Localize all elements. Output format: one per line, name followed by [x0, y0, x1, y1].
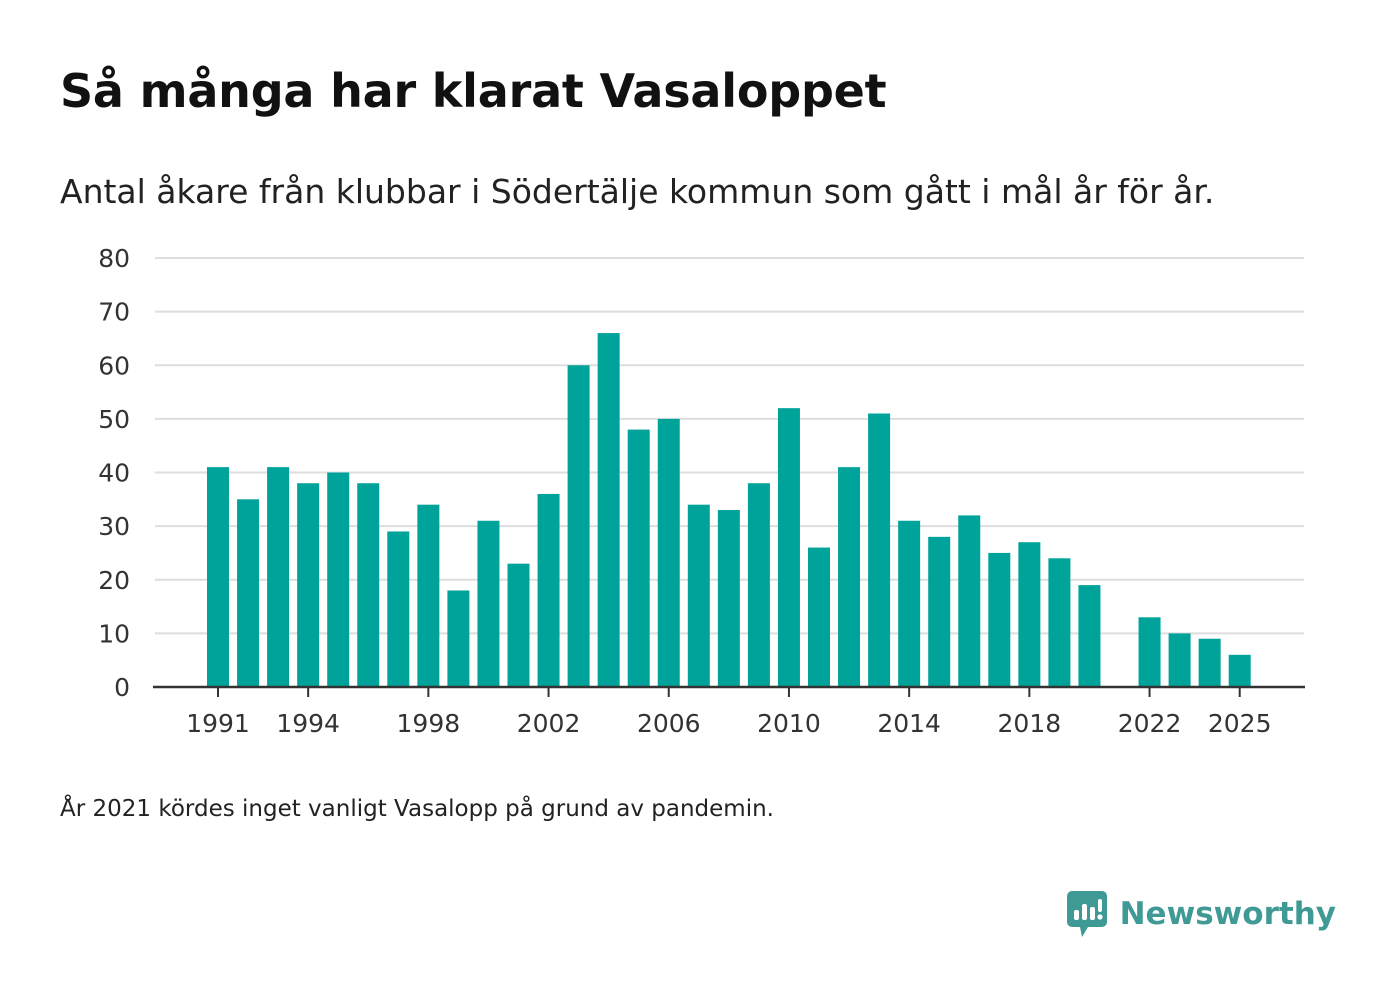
x-tick-label: 1994	[276, 709, 340, 738]
bar-2023	[1168, 633, 1191, 687]
bar-1996	[357, 483, 380, 687]
brand-name: Newsworthy	[1119, 896, 1336, 932]
bar-2011	[808, 547, 830, 687]
bar-1991	[207, 467, 229, 687]
bar-2008	[717, 510, 740, 687]
bar-1992	[237, 499, 260, 687]
y-tick-label: 80	[98, 244, 130, 273]
bar-1998	[417, 504, 440, 687]
bar-2003	[567, 365, 590, 687]
bar-2005	[627, 429, 650, 687]
y-tick-label: 70	[98, 298, 130, 327]
bar-1994	[297, 483, 320, 687]
bar-2025	[1228, 654, 1251, 687]
bar-2001	[507, 563, 530, 687]
y-tick-label: 20	[98, 566, 130, 595]
x-tick-label: 2002	[517, 709, 581, 738]
x-tick-label: 2006	[637, 709, 701, 738]
x-tick-label: 2014	[877, 709, 941, 738]
bar-2010	[777, 408, 800, 687]
bar-2020	[1078, 585, 1101, 687]
bar-2022	[1138, 617, 1161, 687]
chart-subtitle: Antal åkare från klubbar i Södertälje ko…	[60, 172, 1215, 211]
bar-2007	[687, 504, 710, 687]
bar-2024	[1198, 638, 1221, 687]
x-tick-label: 1998	[397, 709, 461, 738]
x-tick-label: 2018	[998, 709, 1062, 738]
bar-2012	[838, 467, 861, 687]
y-tick-label: 40	[98, 459, 130, 488]
bar-2006	[657, 418, 680, 687]
newsworthy-logo-icon	[1066, 891, 1107, 937]
bar-1997	[387, 531, 410, 687]
bar-2016	[958, 515, 981, 687]
bars	[207, 333, 1251, 687]
bar-2019	[1048, 558, 1071, 687]
x-tick-label: 1991	[186, 709, 250, 738]
brand-logo: Newsworthy	[1066, 890, 1336, 938]
bar-2002	[537, 493, 560, 687]
bar-2017	[988, 552, 1011, 687]
bar-1995	[327, 472, 350, 687]
y-tick-label: 30	[98, 512, 130, 541]
bar-1999	[447, 590, 470, 687]
x-axis-ticks: 1991 1994 1998 2002 2006 2010 2014 2018 2022 2025	[186, 687, 1272, 738]
bar-2018	[1018, 542, 1041, 687]
chart-title: Så många har klarat Vasaloppet	[60, 64, 887, 118]
y-tick-label: 60	[98, 351, 130, 380]
bar-1993	[267, 467, 290, 687]
x-tick-label: 2025	[1208, 709, 1272, 738]
bar-2004	[597, 333, 620, 687]
y-tick-label: 0	[114, 673, 130, 702]
y-tick-label: 10	[98, 619, 130, 648]
bar-2009	[747, 483, 770, 687]
bar-2014	[898, 520, 921, 687]
x-tick-label: 2010	[757, 709, 821, 738]
bar-2015	[928, 536, 951, 687]
y-tick-label: 50	[98, 405, 130, 434]
footnote: År 2021 kördes inget vanligt Vasalopp på…	[60, 796, 774, 822]
x-tick-label: 2022	[1118, 709, 1182, 738]
bar-2000	[477, 520, 500, 687]
bar-2013	[868, 413, 891, 687]
y-axis-ticks: 0 10 20 30 40 50 60 70 80	[98, 244, 130, 702]
